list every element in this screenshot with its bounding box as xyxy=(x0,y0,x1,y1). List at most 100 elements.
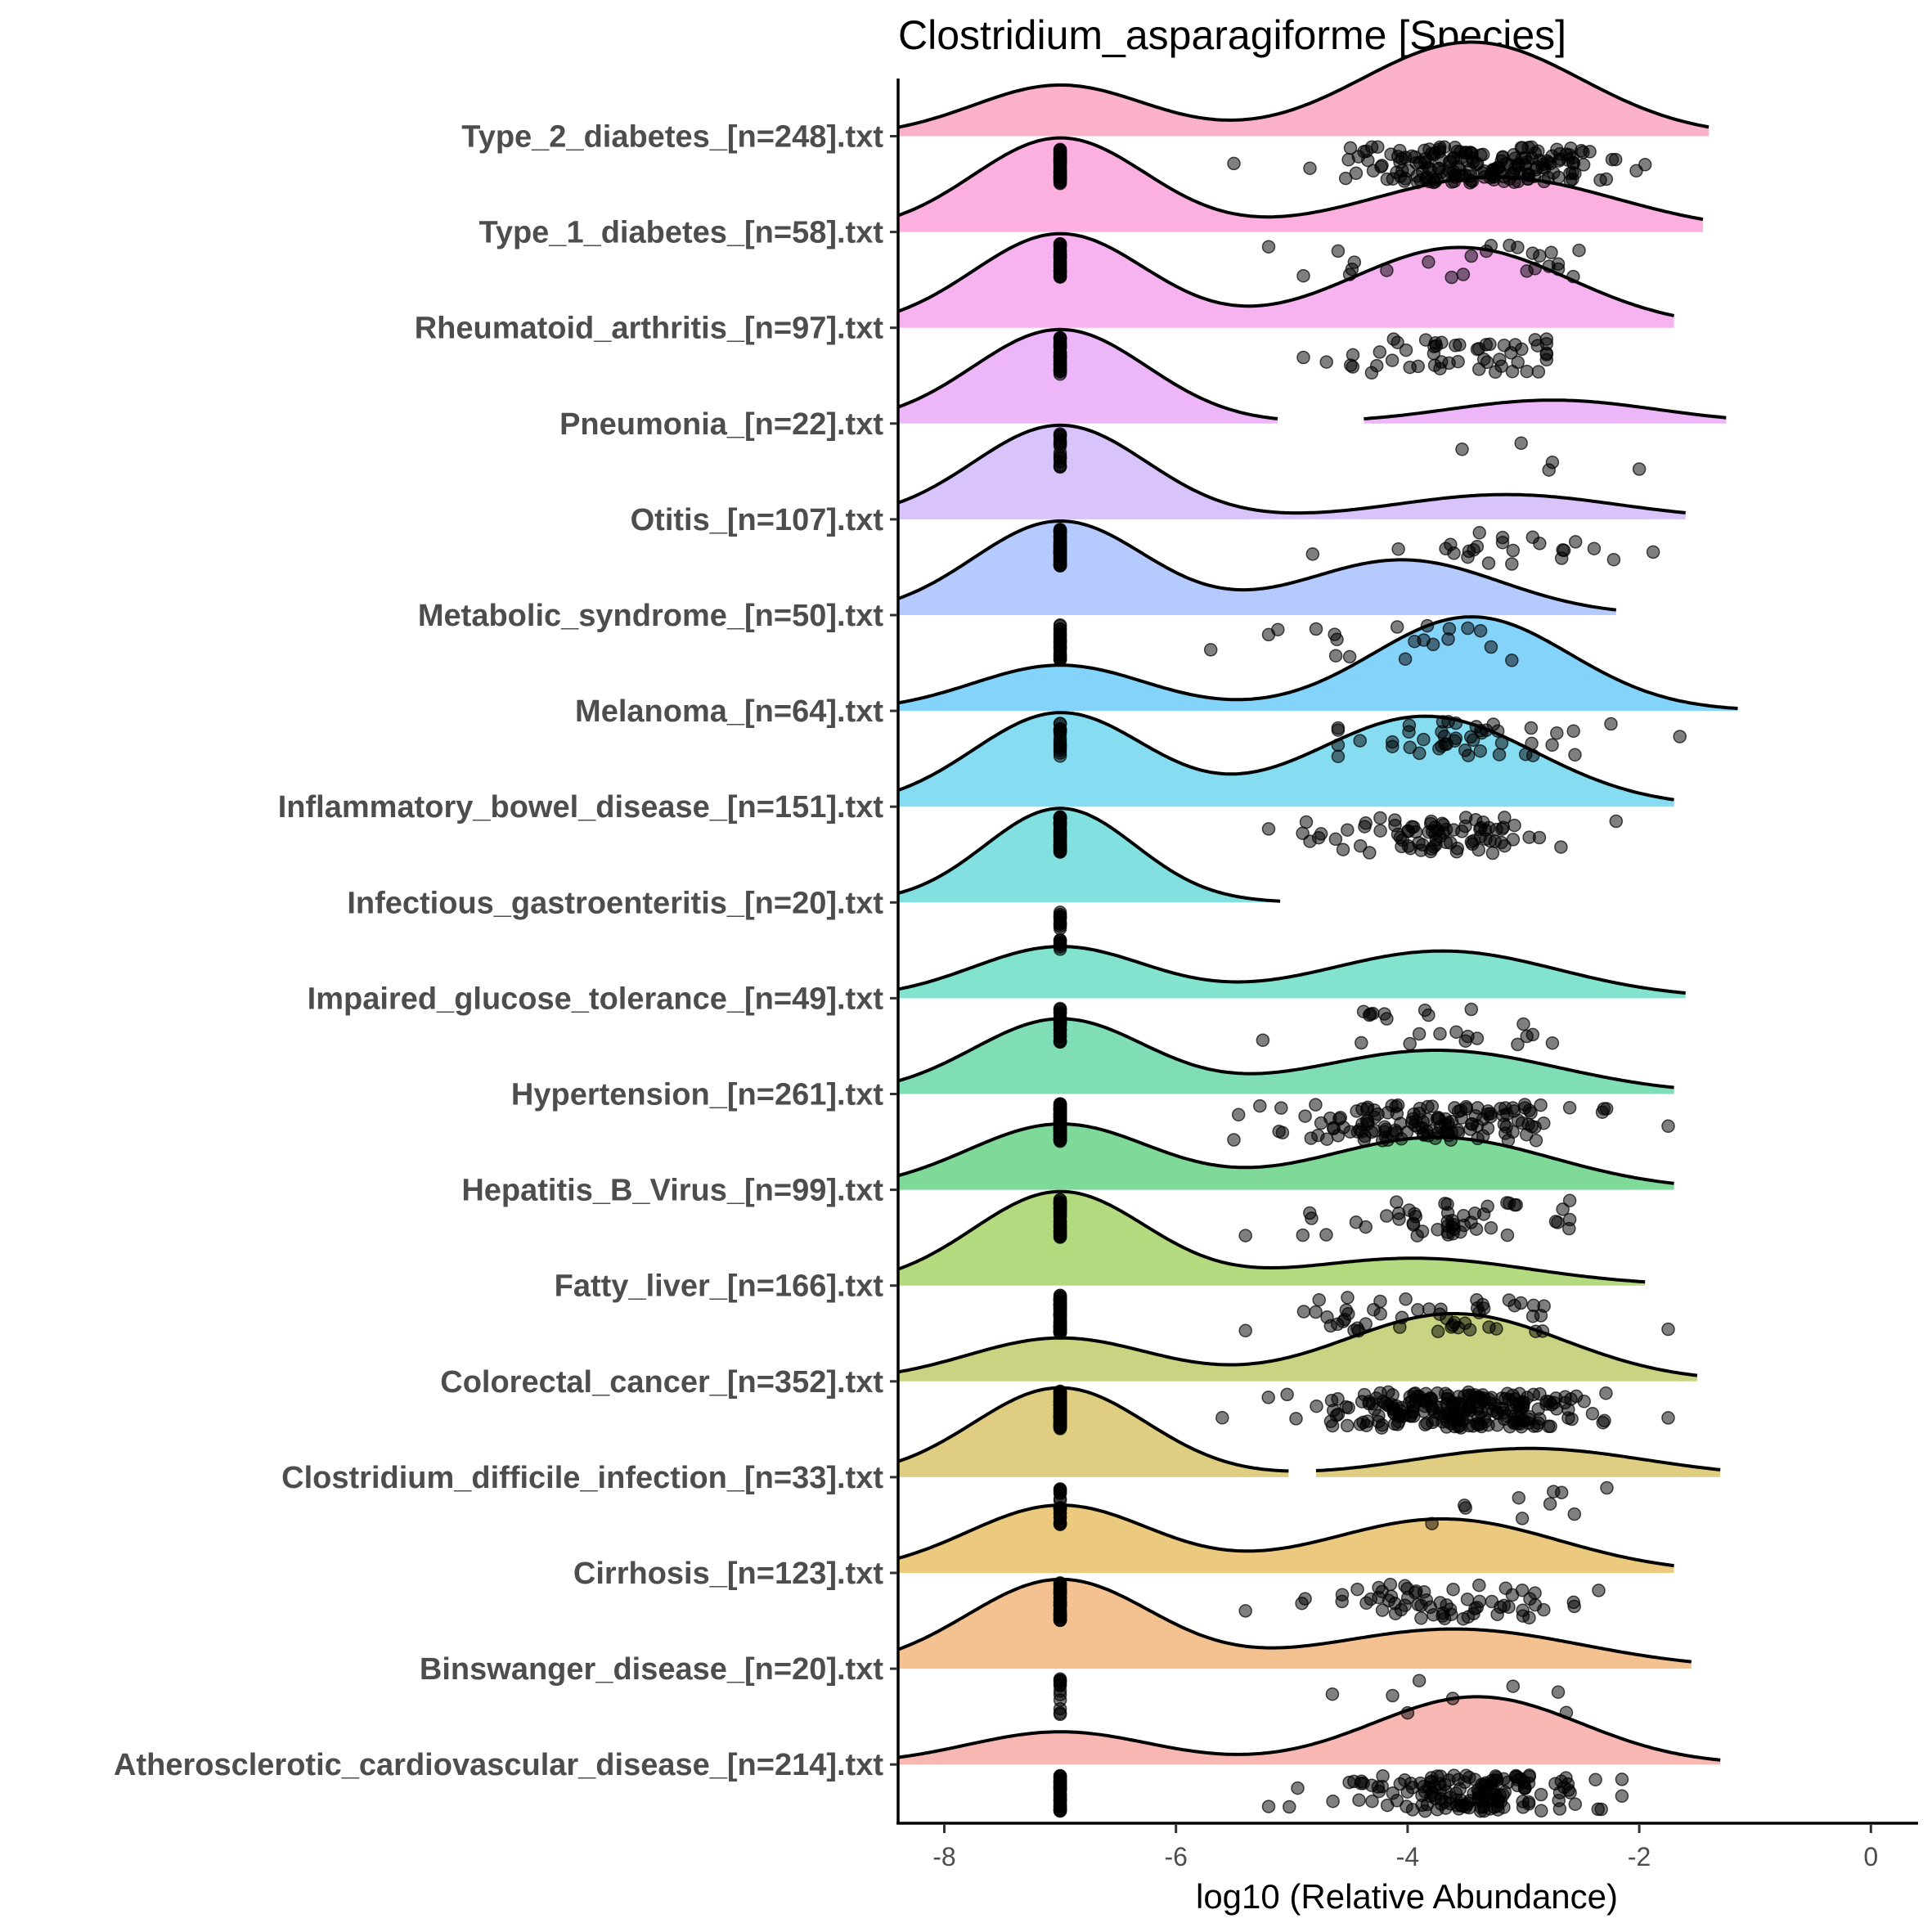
data-point xyxy=(1395,1310,1409,1325)
data-point xyxy=(1310,1399,1323,1413)
x-axis: -8 -6 -4 -2 0 xyxy=(896,1822,1918,1871)
zero-point xyxy=(1053,554,1067,568)
data-point xyxy=(1486,717,1500,731)
data-point xyxy=(1661,1119,1675,1134)
data-point xyxy=(1341,823,1355,837)
data-point xyxy=(1386,1688,1400,1703)
data-point xyxy=(1447,1315,1462,1330)
data-point xyxy=(1391,150,1405,164)
data-point xyxy=(1482,1320,1496,1334)
data-point xyxy=(1517,1781,1532,1795)
data-point xyxy=(1432,1307,1447,1321)
zero-point xyxy=(1053,1674,1067,1688)
data-point xyxy=(1303,1206,1317,1220)
data-point xyxy=(1400,1705,1415,1720)
data-point xyxy=(1471,1131,1485,1146)
data-point xyxy=(1305,547,1320,561)
data-point xyxy=(1436,818,1451,832)
data-point xyxy=(1587,541,1602,555)
data-point xyxy=(1331,244,1346,258)
data-point xyxy=(1375,1418,1390,1432)
data-point xyxy=(1533,537,1547,550)
data-point xyxy=(1419,1593,1434,1607)
density-area xyxy=(897,1579,1692,1669)
zero-point xyxy=(1053,1597,1067,1612)
data-point xyxy=(1335,1594,1349,1609)
data-point xyxy=(1516,1800,1530,1814)
data-point xyxy=(1441,632,1455,646)
data-point xyxy=(1488,1772,1502,1787)
x-tick-label: -2 xyxy=(1628,1842,1651,1871)
data-point xyxy=(1516,1017,1530,1031)
data-point xyxy=(1509,1768,1523,1783)
data-point xyxy=(1341,1291,1355,1305)
data-point xyxy=(1395,164,1409,177)
data-point xyxy=(1256,1033,1270,1047)
data-point xyxy=(1583,145,1597,159)
density-outline xyxy=(897,327,1278,420)
data-point xyxy=(1463,730,1478,744)
group-points xyxy=(1053,905,1067,956)
data-point xyxy=(1505,557,1519,571)
density-area xyxy=(897,617,1738,712)
data-point xyxy=(1319,1228,1333,1242)
density-outline xyxy=(897,519,1617,612)
y-tick-label: Otitis_[n=107].txt xyxy=(631,503,884,537)
data-point xyxy=(1673,730,1687,744)
data-point xyxy=(1473,1418,1487,1431)
data-point xyxy=(1528,333,1543,347)
data-point xyxy=(1350,1104,1364,1118)
zero-point xyxy=(1053,1001,1067,1016)
data-point xyxy=(1563,1786,1577,1799)
data-point xyxy=(1373,1307,1387,1321)
data-point xyxy=(1442,356,1456,371)
data-point xyxy=(1422,1008,1436,1022)
data-point xyxy=(1473,623,1488,638)
data-point xyxy=(1425,1516,1439,1530)
data-point xyxy=(1594,1802,1608,1817)
data-point xyxy=(1203,643,1218,657)
data-point xyxy=(1528,1597,1543,1612)
data-point xyxy=(1398,652,1413,666)
data-point xyxy=(1349,166,1364,181)
data-point xyxy=(1359,816,1373,830)
data-point xyxy=(1353,734,1367,748)
data-point xyxy=(1566,269,1580,284)
zero-point xyxy=(1053,428,1067,443)
data-point xyxy=(1606,552,1621,567)
y-tick-label: Melanoma_[n=64].txt xyxy=(575,694,883,729)
density-cloud xyxy=(897,40,1710,137)
data-point xyxy=(1231,1108,1246,1122)
data-point xyxy=(1458,811,1473,824)
density-cloud xyxy=(897,1577,1692,1669)
data-point xyxy=(1458,1501,1472,1515)
data-point xyxy=(1471,1402,1485,1416)
data-point xyxy=(1399,1292,1413,1306)
data-point xyxy=(1483,337,1497,352)
data-point xyxy=(1424,1771,1439,1785)
zero-point xyxy=(1053,250,1067,265)
data-point xyxy=(1296,1228,1310,1242)
data-point xyxy=(1481,556,1496,570)
data-point xyxy=(1347,1774,1361,1789)
data-point xyxy=(1490,1607,1504,1621)
data-point xyxy=(1355,1117,1369,1131)
data-point xyxy=(1366,1006,1380,1021)
data-point xyxy=(1395,1400,1409,1415)
data-point xyxy=(1331,1129,1346,1143)
data-point xyxy=(1638,158,1652,172)
data-point xyxy=(1505,1588,1520,1602)
data-point xyxy=(1448,141,1462,155)
data-point xyxy=(1455,824,1469,838)
density-cloud xyxy=(897,1386,1721,1477)
data-point xyxy=(1380,263,1394,277)
data-point xyxy=(1470,1031,1485,1045)
data-point xyxy=(1559,1705,1574,1719)
group-points xyxy=(1053,1480,1614,1532)
x-tick-label: -4 xyxy=(1396,1842,1419,1871)
data-point xyxy=(1600,1480,1614,1495)
data-point xyxy=(1505,654,1519,667)
data-point xyxy=(1412,1121,1426,1134)
data-point xyxy=(1328,832,1343,847)
data-point xyxy=(1525,1027,1540,1042)
